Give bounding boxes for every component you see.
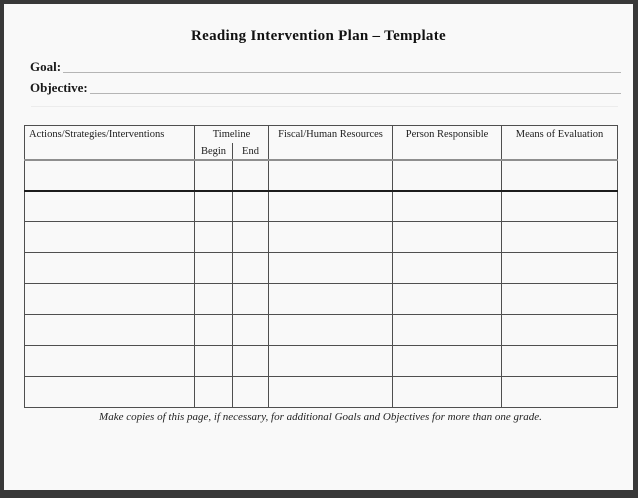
table-cell <box>392 190 503 223</box>
table-cell <box>268 283 394 316</box>
table-cell <box>268 190 394 223</box>
table-cell <box>24 190 195 223</box>
table-cell <box>24 221 195 254</box>
table-cell <box>231 221 270 254</box>
table-cell <box>501 252 619 285</box>
table-cell <box>231 376 270 409</box>
table-cell <box>231 283 270 316</box>
table-cell <box>501 314 619 347</box>
table-cell <box>392 376 503 409</box>
table-cell <box>194 159 233 192</box>
table-cell <box>392 159 503 192</box>
table-cell <box>501 376 619 409</box>
table-cell <box>501 159 619 192</box>
table-cell <box>268 221 394 254</box>
table-row <box>24 345 619 378</box>
table-cell <box>194 221 233 254</box>
table-row <box>24 376 619 409</box>
table-cell <box>501 283 619 316</box>
column-header-actions: Actions/Strategies/Interventions <box>24 124 195 161</box>
table-cell <box>194 345 233 378</box>
table-cell <box>392 283 503 316</box>
page-title: Reading Intervention Plan – Template <box>191 28 446 44</box>
table-body <box>24 159 619 409</box>
column-header-means: Means of Evaluation <box>501 124 619 161</box>
table-row <box>24 283 619 316</box>
table-cell <box>231 345 270 378</box>
table-cell <box>24 345 195 378</box>
column-header-person: Person Responsible <box>392 124 503 161</box>
table-cell <box>194 376 233 409</box>
table-cell <box>268 252 394 285</box>
column-header-fiscal: Fiscal/Human Resources <box>268 124 394 161</box>
table-cell <box>24 252 195 285</box>
table-cell <box>231 159 270 192</box>
table-row <box>24 314 619 347</box>
faint-divider-line <box>31 106 618 107</box>
intervention-plan-table: Actions/Strategies/Interventions Timelin… <box>24 124 619 409</box>
table-cell <box>231 314 270 347</box>
table-cell <box>24 283 195 316</box>
table-cell <box>392 221 503 254</box>
table-header: Actions/Strategies/Interventions Timelin… <box>24 124 619 161</box>
column-header-begin: Begin <box>194 142 233 161</box>
column-header-end: End <box>231 142 270 161</box>
table-cell <box>268 345 394 378</box>
objective-blank-line <box>89 80 621 94</box>
table-cell <box>268 314 394 347</box>
table-cell <box>392 314 503 347</box>
goal-label: Goal: <box>30 59 62 74</box>
footer-note: Make copies of this page, if necessary, … <box>99 411 542 424</box>
objective-field: Objective: <box>30 80 621 94</box>
table-row <box>24 159 619 192</box>
table-row <box>24 221 619 254</box>
table-cell <box>392 252 503 285</box>
objective-label: Objective: <box>30 80 88 95</box>
table-cell <box>24 159 195 192</box>
table-cell <box>194 283 233 316</box>
table-cell <box>231 190 270 223</box>
table-cell <box>24 314 195 347</box>
table-cell <box>501 345 619 378</box>
column-header-timeline: Timeline <box>193 125 270 143</box>
table-cell <box>194 190 233 223</box>
table-cell <box>24 376 195 409</box>
table-row <box>24 190 619 223</box>
table-cell <box>194 314 233 347</box>
goal-blank-line <box>63 59 621 73</box>
table-cell <box>392 345 503 378</box>
table-cell <box>268 376 394 409</box>
table-cell <box>194 252 233 285</box>
table-cell <box>231 252 270 285</box>
table-cell <box>268 159 394 192</box>
table-cell <box>501 190 619 223</box>
table-cell <box>501 221 619 254</box>
table-row <box>24 252 619 285</box>
goal-field: Goal: <box>30 59 621 73</box>
